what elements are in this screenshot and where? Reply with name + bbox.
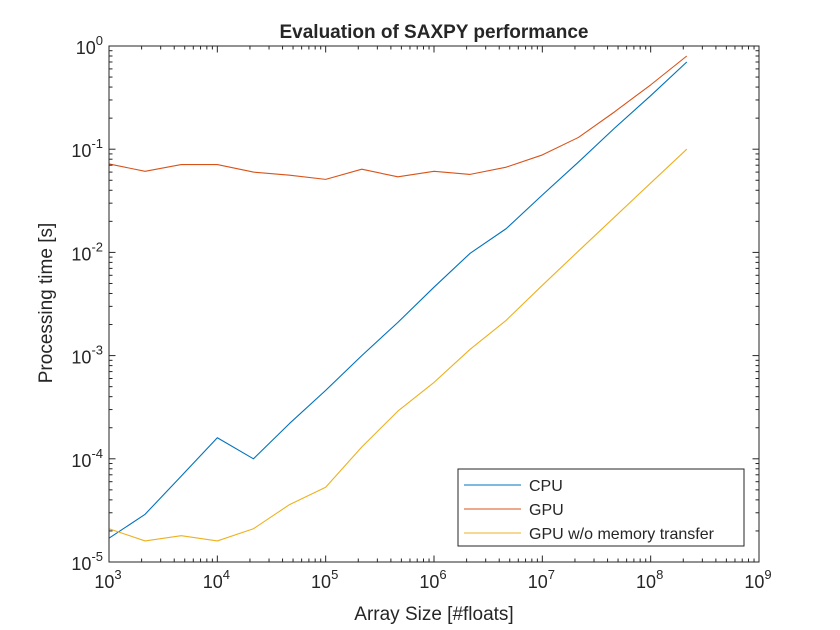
- x-tick-base: 10: [203, 572, 223, 592]
- y-tick-label: 10-1: [71, 136, 103, 161]
- legend: CPU GPU GPU w/o memory transfer: [457, 468, 745, 547]
- y-tick-exponent: -4: [91, 446, 103, 461]
- x-tick-base: 10: [528, 572, 548, 592]
- y-tick-exponent: 0: [96, 33, 103, 48]
- x-tick-label: 103: [94, 567, 121, 592]
- x-tick-exponent: 7: [548, 567, 555, 582]
- x-tick-base: 10: [311, 572, 331, 592]
- plot-frame: [108, 45, 760, 563]
- x-tick-base: 10: [94, 572, 114, 592]
- y-tick-base: 10: [71, 451, 91, 471]
- legend-entry-label: CPU: [529, 478, 563, 495]
- x-tick-exponent: 9: [764, 567, 771, 582]
- chart-title: Evaluation of SAXPY performance: [279, 22, 588, 43]
- x-tick-label: 106: [419, 567, 446, 592]
- y-tick-base: 10: [71, 554, 91, 574]
- ticks-layer: 103 104 105 106 107 108 10910-510-410-310-210-…: [71, 33, 771, 592]
- x-tick-exponent: 8: [656, 567, 663, 582]
- y-tick-label: 100: [76, 33, 103, 58]
- y-tick-label: 10-3: [71, 343, 103, 368]
- x-tick-label: 107: [528, 567, 555, 592]
- y-tick-exponent: -3: [91, 343, 103, 358]
- x-tick-label: 108: [636, 567, 663, 592]
- x-tick-base: 10: [419, 572, 439, 592]
- x-tick-label: 105: [311, 567, 338, 592]
- x-tick-base: 10: [636, 572, 656, 592]
- x-axis-label: Array Size [#floats]: [354, 604, 513, 625]
- x-tick-exponent: 4: [223, 567, 230, 582]
- x-tick-exponent: 3: [114, 567, 121, 582]
- legend-entry-label: GPU: [529, 502, 564, 519]
- y-tick-label: 10-2: [71, 239, 103, 264]
- x-tick-base: 10: [744, 572, 764, 592]
- x-tick-exponent: 6: [439, 567, 446, 582]
- x-tick-label: 104: [203, 567, 230, 592]
- series-line-cpu: [108, 61, 688, 539]
- y-tick-base: 10: [71, 244, 91, 264]
- y-tick-exponent: -5: [91, 549, 103, 564]
- series-line-gpu: [108, 55, 688, 180]
- y-tick-exponent: -1: [91, 136, 103, 151]
- x-tick-exponent: 5: [331, 567, 338, 582]
- y-axis-label: Processing time [s]: [36, 223, 57, 384]
- x-tick-label: 109: [744, 567, 771, 592]
- y-tick-label: 10-5: [71, 549, 103, 574]
- y-tick-base: 10: [76, 38, 96, 58]
- series-layer: [108, 55, 688, 542]
- y-tick-base: 10: [71, 141, 91, 161]
- series-line-gpu-w-o-memory-transfer: [108, 148, 688, 542]
- y-tick-exponent: -2: [91, 239, 103, 254]
- legend-entry-label: GPU w/o memory transfer: [529, 526, 715, 543]
- y-tick-label: 10-4: [71, 446, 103, 471]
- y-tick-base: 10: [71, 348, 91, 368]
